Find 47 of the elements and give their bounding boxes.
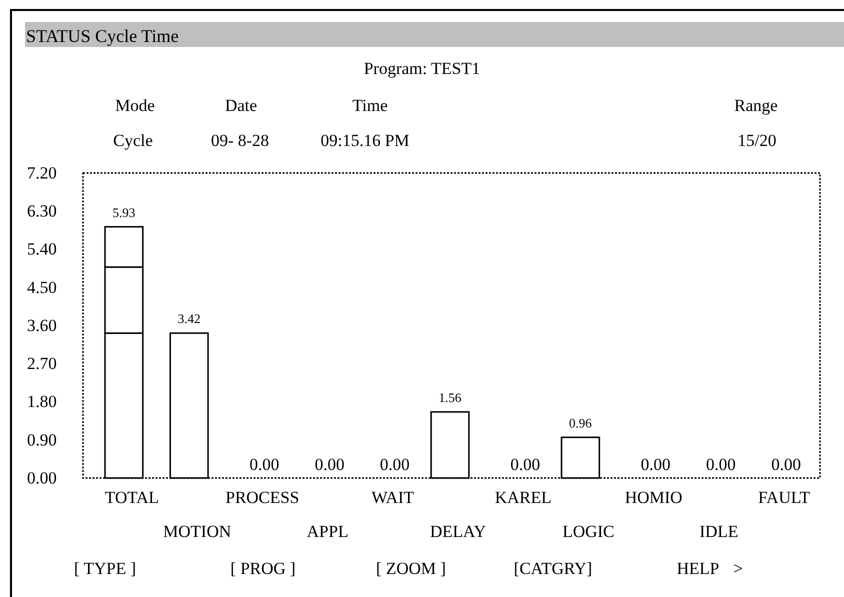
total-label: 0.00 — [314, 455, 344, 474]
y-tick-label: 2.70 — [27, 354, 57, 374]
y-tick-label: 4.50 — [27, 278, 57, 297]
total-label: 0.00 — [771, 455, 801, 474]
y-tick-label: 6.30 — [27, 202, 57, 221]
y-tick-label: 7.20 — [27, 163, 57, 182]
x-tick-label: WAIT — [372, 488, 415, 507]
y-tick-label: 5.40 — [27, 240, 57, 259]
y-tick-label: 0.90 — [27, 430, 57, 450]
total-label: 0.00 — [640, 455, 671, 474]
x-tick-label: KAREL — [494, 488, 552, 507]
x-tick-label: LOGIC — [562, 522, 614, 541]
total-label: 5.93 — [112, 204, 136, 220]
text: [ PROG ] — [230, 559, 296, 578]
total-label: 0.96 — [569, 415, 592, 430]
text: 09:15.16 PM — [320, 131, 410, 150]
x-tick-label: TOTAL — [104, 488, 159, 507]
text: HELP — [676, 559, 720, 578]
text: 15/20 — [738, 131, 776, 150]
total-label: 3.42 — [178, 311, 201, 326]
total-label: 0.00 — [249, 455, 280, 474]
total-label: 1.56 — [438, 390, 462, 405]
text: [CATGRY] — [514, 559, 592, 578]
text: [ TYPE ] — [74, 559, 136, 578]
text: Time — [352, 96, 388, 115]
text: Cycle — [113, 131, 153, 150]
text: > — [733, 559, 743, 578]
text: [ ZOOM ] — [376, 559, 446, 578]
total-label: 0.00 — [380, 455, 410, 474]
text: Date — [224, 96, 258, 115]
y-tick-label: 3.60 — [27, 316, 57, 335]
text: Range — [734, 96, 778, 115]
total-label: 0.00 — [510, 455, 540, 474]
x-tick-label: DELAY — [430, 522, 486, 541]
text: Mode — [115, 96, 155, 115]
y-tick-label: 1.80 — [27, 392, 57, 412]
text: 09- 8-28 — [210, 131, 270, 150]
x-tick-label: FAULT — [758, 488, 811, 507]
chart-title: STATUS Cycle Time — [26, 26, 179, 46]
x-tick-label: PROCESS — [225, 488, 300, 507]
x-tick-label: HOMIO — [624, 488, 682, 507]
x-tick-label: IDLE — [700, 522, 738, 541]
x-tick-label: APPL — [306, 522, 348, 541]
y-tick-label: 0.00 — [27, 468, 57, 488]
text: Program: TEST1 — [364, 59, 480, 78]
total-label: 0.00 — [706, 455, 736, 474]
x-tick-label: MOTION — [163, 522, 232, 541]
